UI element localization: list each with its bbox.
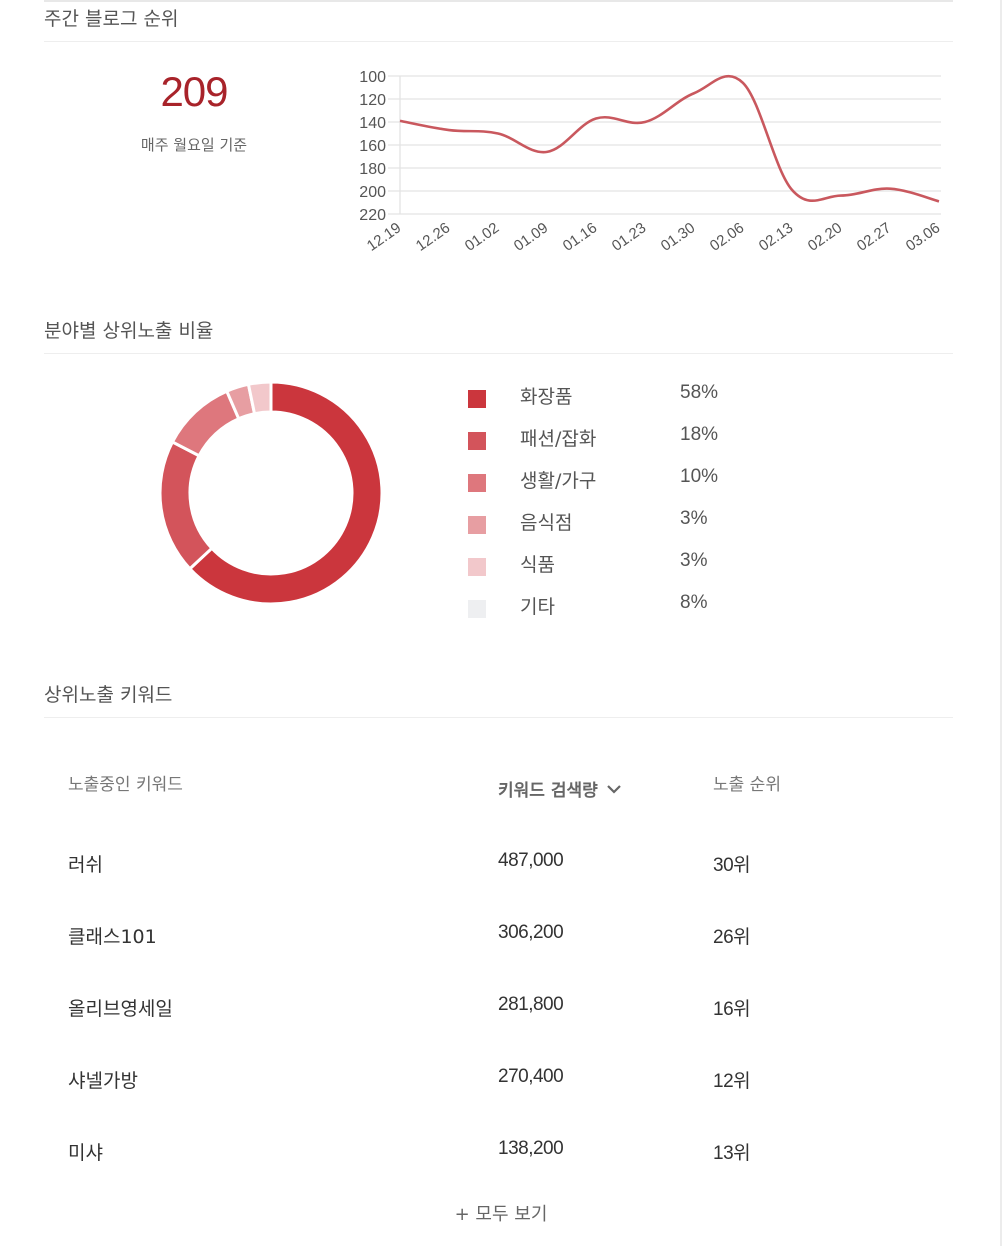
column-header-rank: 노출 순위 xyxy=(713,775,781,795)
svg-text:03.06: 03.06 xyxy=(903,219,944,254)
legend-percentage: 58% xyxy=(680,382,719,403)
svg-text:120: 120 xyxy=(359,92,386,109)
section-divider xyxy=(44,353,953,354)
legend-swatch xyxy=(468,432,486,450)
keyword-row[interactable]: 샤넬가방 270,400 12위 xyxy=(0,1066,1002,1138)
section-divider xyxy=(44,41,953,42)
legend-percentage: 3% xyxy=(680,508,708,529)
legend-label: 화장품 xyxy=(520,386,573,408)
svg-text:01.30: 01.30 xyxy=(658,219,699,254)
keyword-row[interactable]: 미샤 138,200 13위 xyxy=(0,1138,1002,1210)
legend-swatch xyxy=(468,600,486,618)
keyword-row[interactable]: 러쉬 487,000 30위 xyxy=(0,850,1002,922)
svg-text:01.23: 01.23 xyxy=(609,219,650,254)
category-donut-chart xyxy=(158,380,384,606)
chevron-down-icon xyxy=(606,784,621,794)
weekly-rank-title: 주간 블로그 순위 xyxy=(44,8,179,30)
keyword-row[interactable]: 클래스101 306,200 26위 xyxy=(0,922,1002,994)
svg-text:220: 220 xyxy=(359,207,386,224)
legend-percentage: 18% xyxy=(680,424,719,445)
legend-label: 식품 xyxy=(520,554,555,576)
keyword-volume: 281,800 xyxy=(498,994,564,1015)
view-all-label: + 모두 보기 xyxy=(454,1204,548,1225)
keyword-name: 클래스101 xyxy=(68,926,157,948)
keyword-volume: 270,400 xyxy=(498,1066,564,1087)
legend-swatch xyxy=(468,516,486,534)
svg-text:12.26: 12.26 xyxy=(413,219,454,254)
keyword-rank: 12위 xyxy=(713,1071,751,1092)
svg-text:180: 180 xyxy=(359,161,386,178)
legend-label: 생활/가구 xyxy=(520,470,597,492)
donut-segment xyxy=(158,439,214,571)
legend-percentage: 8% xyxy=(680,592,708,613)
keyword-name: 올리브영세일 xyxy=(68,998,173,1020)
current-rank-value: 209 xyxy=(160,68,228,115)
keyword-volume: 306,200 xyxy=(498,922,564,943)
column-header-keyword: 노출중인 키워드 xyxy=(68,775,183,795)
keyword-rank: 30위 xyxy=(713,855,751,876)
donut-segment xyxy=(187,380,384,606)
svg-text:100: 100 xyxy=(359,69,386,86)
svg-text:01.09: 01.09 xyxy=(511,219,552,254)
svg-text:160: 160 xyxy=(359,138,386,155)
donut-segment xyxy=(246,380,273,416)
section-divider xyxy=(44,717,953,718)
keyword-row[interactable]: 올리브영세일 281,800 16위 xyxy=(0,994,1002,1066)
legend-swatch xyxy=(468,558,486,576)
legend-label: 패션/잡화 xyxy=(520,428,597,450)
svg-text:200: 200 xyxy=(359,184,386,201)
svg-text:01.02: 01.02 xyxy=(462,219,503,254)
keyword-volume: 138,200 xyxy=(498,1138,564,1159)
column-header-volume-sort[interactable]: 키워드 검색량 xyxy=(498,776,622,801)
keyword-rank: 26위 xyxy=(713,927,751,948)
svg-text:12.19: 12.19 xyxy=(364,219,405,254)
svg-text:02.20: 02.20 xyxy=(805,219,846,254)
keyword-rank: 16위 xyxy=(713,999,751,1020)
category-ratio-title: 분야별 상위노출 비율 xyxy=(44,320,214,342)
rank-basis-note: 매주 월요일 기준 xyxy=(140,136,248,154)
keyword-volume: 487,000 xyxy=(498,850,564,871)
top-divider xyxy=(44,0,953,2)
view-all-button[interactable]: + 모두 보기 xyxy=(0,1200,1002,1226)
keywords-title: 상위노출 키워드 xyxy=(44,684,173,706)
svg-text:02.06: 02.06 xyxy=(707,219,748,254)
svg-text:01.16: 01.16 xyxy=(560,219,601,254)
svg-text:02.13: 02.13 xyxy=(756,219,797,254)
legend-percentage: 3% xyxy=(680,550,708,571)
legend-label: 기타 xyxy=(520,596,555,618)
keyword-name: 미샤 xyxy=(68,1142,103,1164)
svg-text:140: 140 xyxy=(359,115,386,132)
legend-swatch xyxy=(468,474,486,492)
keyword-name: 러쉬 xyxy=(68,854,103,876)
donut-segment xyxy=(170,389,241,458)
column-header-volume-label: 키워드 검색량 xyxy=(498,781,598,801)
rank-line xyxy=(399,74,940,203)
scrollbar-track xyxy=(1000,0,1002,1246)
legend-swatch xyxy=(468,390,486,408)
keyword-name: 샤넬가방 xyxy=(68,1070,138,1092)
keyword-rank: 13위 xyxy=(713,1143,751,1164)
legend-label: 음식점 xyxy=(520,512,573,534)
legend-percentage: 10% xyxy=(680,466,719,487)
svg-text:02.27: 02.27 xyxy=(854,219,895,254)
